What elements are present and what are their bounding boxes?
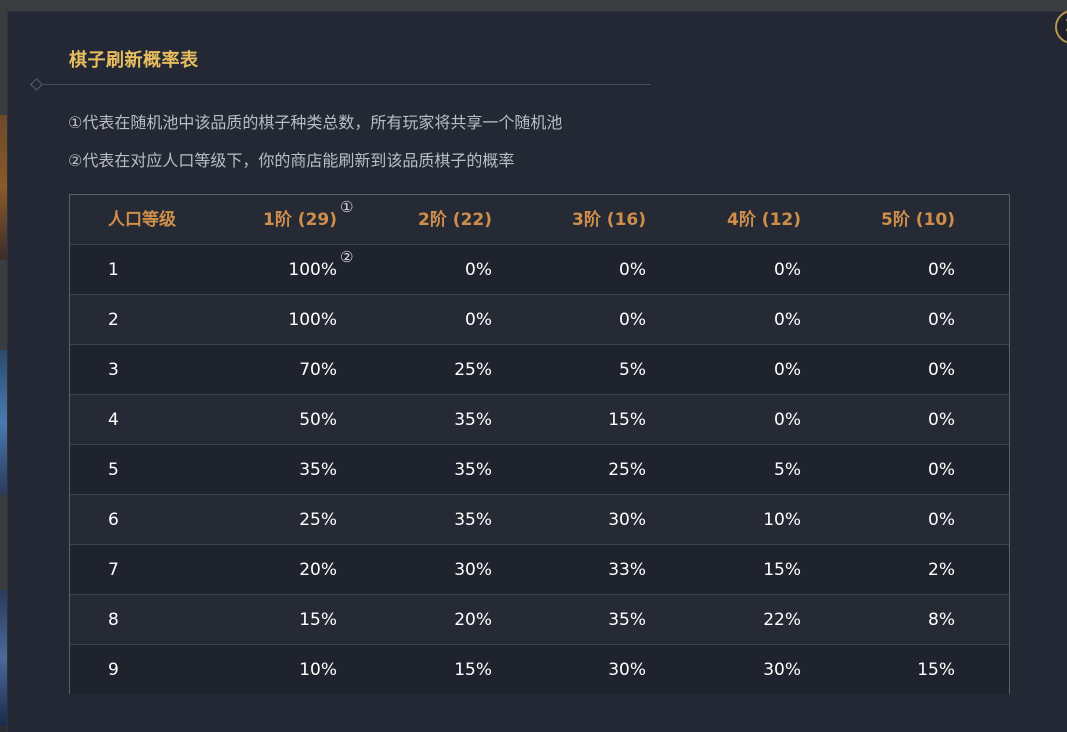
close-icon: ×: [1063, 13, 1067, 38]
tier-4-cell: 5%: [774, 460, 801, 480]
tier-3-cell: 33%: [608, 560, 646, 580]
tier-2-cell: 0%: [465, 310, 492, 330]
note-refresh-probability: ②代表在对应人口等级下，你的商店能刷新到该品质棋子的概率: [68, 151, 515, 170]
tier-3-cell: 35%: [608, 610, 646, 630]
tier-5-cell: 0%: [928, 310, 955, 330]
level-cell: 2: [108, 310, 119, 330]
tier-1-cell: 70%: [299, 360, 337, 380]
marker-1-icon: ①: [340, 198, 354, 216]
tier-5-cell: 8%: [928, 610, 955, 630]
header-cell-level: 人口等级: [108, 210, 176, 230]
table-row: 6 25% 35% 30% 10% 0%: [70, 495, 1009, 545]
tier-3-cell: 30%: [608, 660, 646, 680]
level-cell: 5: [108, 460, 119, 480]
tier-3-cell: 5%: [619, 360, 646, 380]
tier-4-cell: 22%: [763, 610, 801, 630]
table-row: 3 70% 25% 5% 0% 0%: [70, 345, 1009, 395]
tier-1-cell: 50%: [299, 410, 337, 430]
tier-1-cell: 15%: [299, 610, 337, 630]
table-row: 9 10% 15% 30% 30% 15%: [70, 645, 1009, 695]
tier-4-cell: 0%: [774, 260, 801, 280]
marker-2-icon: ②: [340, 248, 354, 266]
refresh-probability-dialog: 棋子刷新概率表 ①代表在随机池中该品质的棋子种类总数，所有玩家将共享一个随机池 …: [8, 10, 1067, 732]
note-pool-size: ①代表在随机池中该品质的棋子种类总数，所有玩家将共享一个随机池: [68, 113, 563, 132]
tier-2-cell: 35%: [454, 510, 492, 530]
tier-3-cell: 0%: [619, 260, 646, 280]
close-button[interactable]: ×: [1055, 10, 1067, 44]
tier-4-cell: 0%: [774, 360, 801, 380]
tier-4-cell: 0%: [774, 410, 801, 430]
tier-1-cell: 100%: [288, 260, 337, 280]
tier-1-cell: 25%: [299, 510, 337, 530]
tier-5-cell: 0%: [928, 510, 955, 530]
tier-4-cell: 10%: [763, 510, 801, 530]
tier-3-cell: 15%: [608, 410, 646, 430]
level-cell: 7: [108, 560, 119, 580]
tier-5-cell: 0%: [928, 360, 955, 380]
divider-diamond-icon: [30, 78, 43, 91]
table-row: 7 20% 30% 33% 15% 2%: [70, 545, 1009, 595]
level-cell: 6: [108, 510, 119, 530]
level-cell: 8: [108, 610, 119, 630]
tier-3-cell: 0%: [619, 310, 646, 330]
dialog-title: 棋子刷新概率表: [69, 50, 199, 71]
header-cell-tier-5: 5阶 (10): [881, 210, 955, 230]
level-cell: 4: [108, 410, 119, 430]
tier-2-cell: 30%: [454, 560, 492, 580]
tier-1-cell: 35%: [299, 460, 337, 480]
tier-5-cell: 0%: [928, 260, 955, 280]
level-cell: 1: [108, 260, 119, 280]
tier-2-cell: 15%: [454, 660, 492, 680]
level-cell: 3: [108, 360, 119, 380]
tier-3-cell: 30%: [608, 510, 646, 530]
table-row: 2 100% 0% 0% 0% 0%: [70, 295, 1009, 345]
tier-2-cell: 25%: [454, 360, 492, 380]
tier-4-cell: 15%: [763, 560, 801, 580]
tier-2-cell: 0%: [465, 260, 492, 280]
table-row: 4 50% 35% 15% 0% 0%: [70, 395, 1009, 445]
tier-3-cell: 25%: [608, 460, 646, 480]
header-cell-tier-2: 2阶 (22): [418, 210, 492, 230]
tier-1-cell: 20%: [299, 560, 337, 580]
tier-5-cell: 0%: [928, 460, 955, 480]
title-divider: [30, 78, 651, 91]
table-row: 1 100% 0% 0% 0% 0% ②: [70, 245, 1009, 295]
tier-1-cell: 10%: [299, 660, 337, 680]
header-cell-tier-1: 1阶 (29): [263, 210, 337, 230]
tier-4-cell: 0%: [774, 310, 801, 330]
probability-table: 人口等级 1阶 (29) 2阶 (22) 3阶 (16) 4阶 (12) 5阶 …: [69, 194, 1010, 695]
tier-4-cell: 30%: [763, 660, 801, 680]
tier-1-cell: 100%: [288, 310, 337, 330]
header-cell-tier-3: 3阶 (16): [572, 210, 646, 230]
tier-5-cell: 2%: [928, 560, 955, 580]
tier-2-cell: 35%: [454, 460, 492, 480]
tier-5-cell: 15%: [917, 660, 955, 680]
table-row: 8 15% 20% 35% 22% 8%: [70, 595, 1009, 645]
tier-2-cell: 35%: [454, 410, 492, 430]
header-cell-tier-4: 4阶 (12): [727, 210, 801, 230]
table-row: 5 35% 35% 25% 5% 0%: [70, 445, 1009, 495]
level-cell: 9: [108, 660, 119, 680]
table-header-row: 人口等级 1阶 (29) 2阶 (22) 3阶 (16) 4阶 (12) 5阶 …: [70, 195, 1009, 245]
tier-2-cell: 20%: [454, 610, 492, 630]
tier-5-cell: 0%: [928, 410, 955, 430]
